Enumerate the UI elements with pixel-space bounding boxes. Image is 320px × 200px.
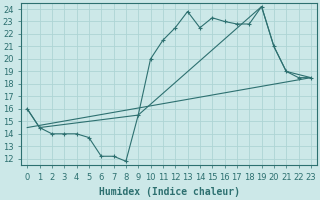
X-axis label: Humidex (Indice chaleur): Humidex (Indice chaleur)	[99, 187, 240, 197]
